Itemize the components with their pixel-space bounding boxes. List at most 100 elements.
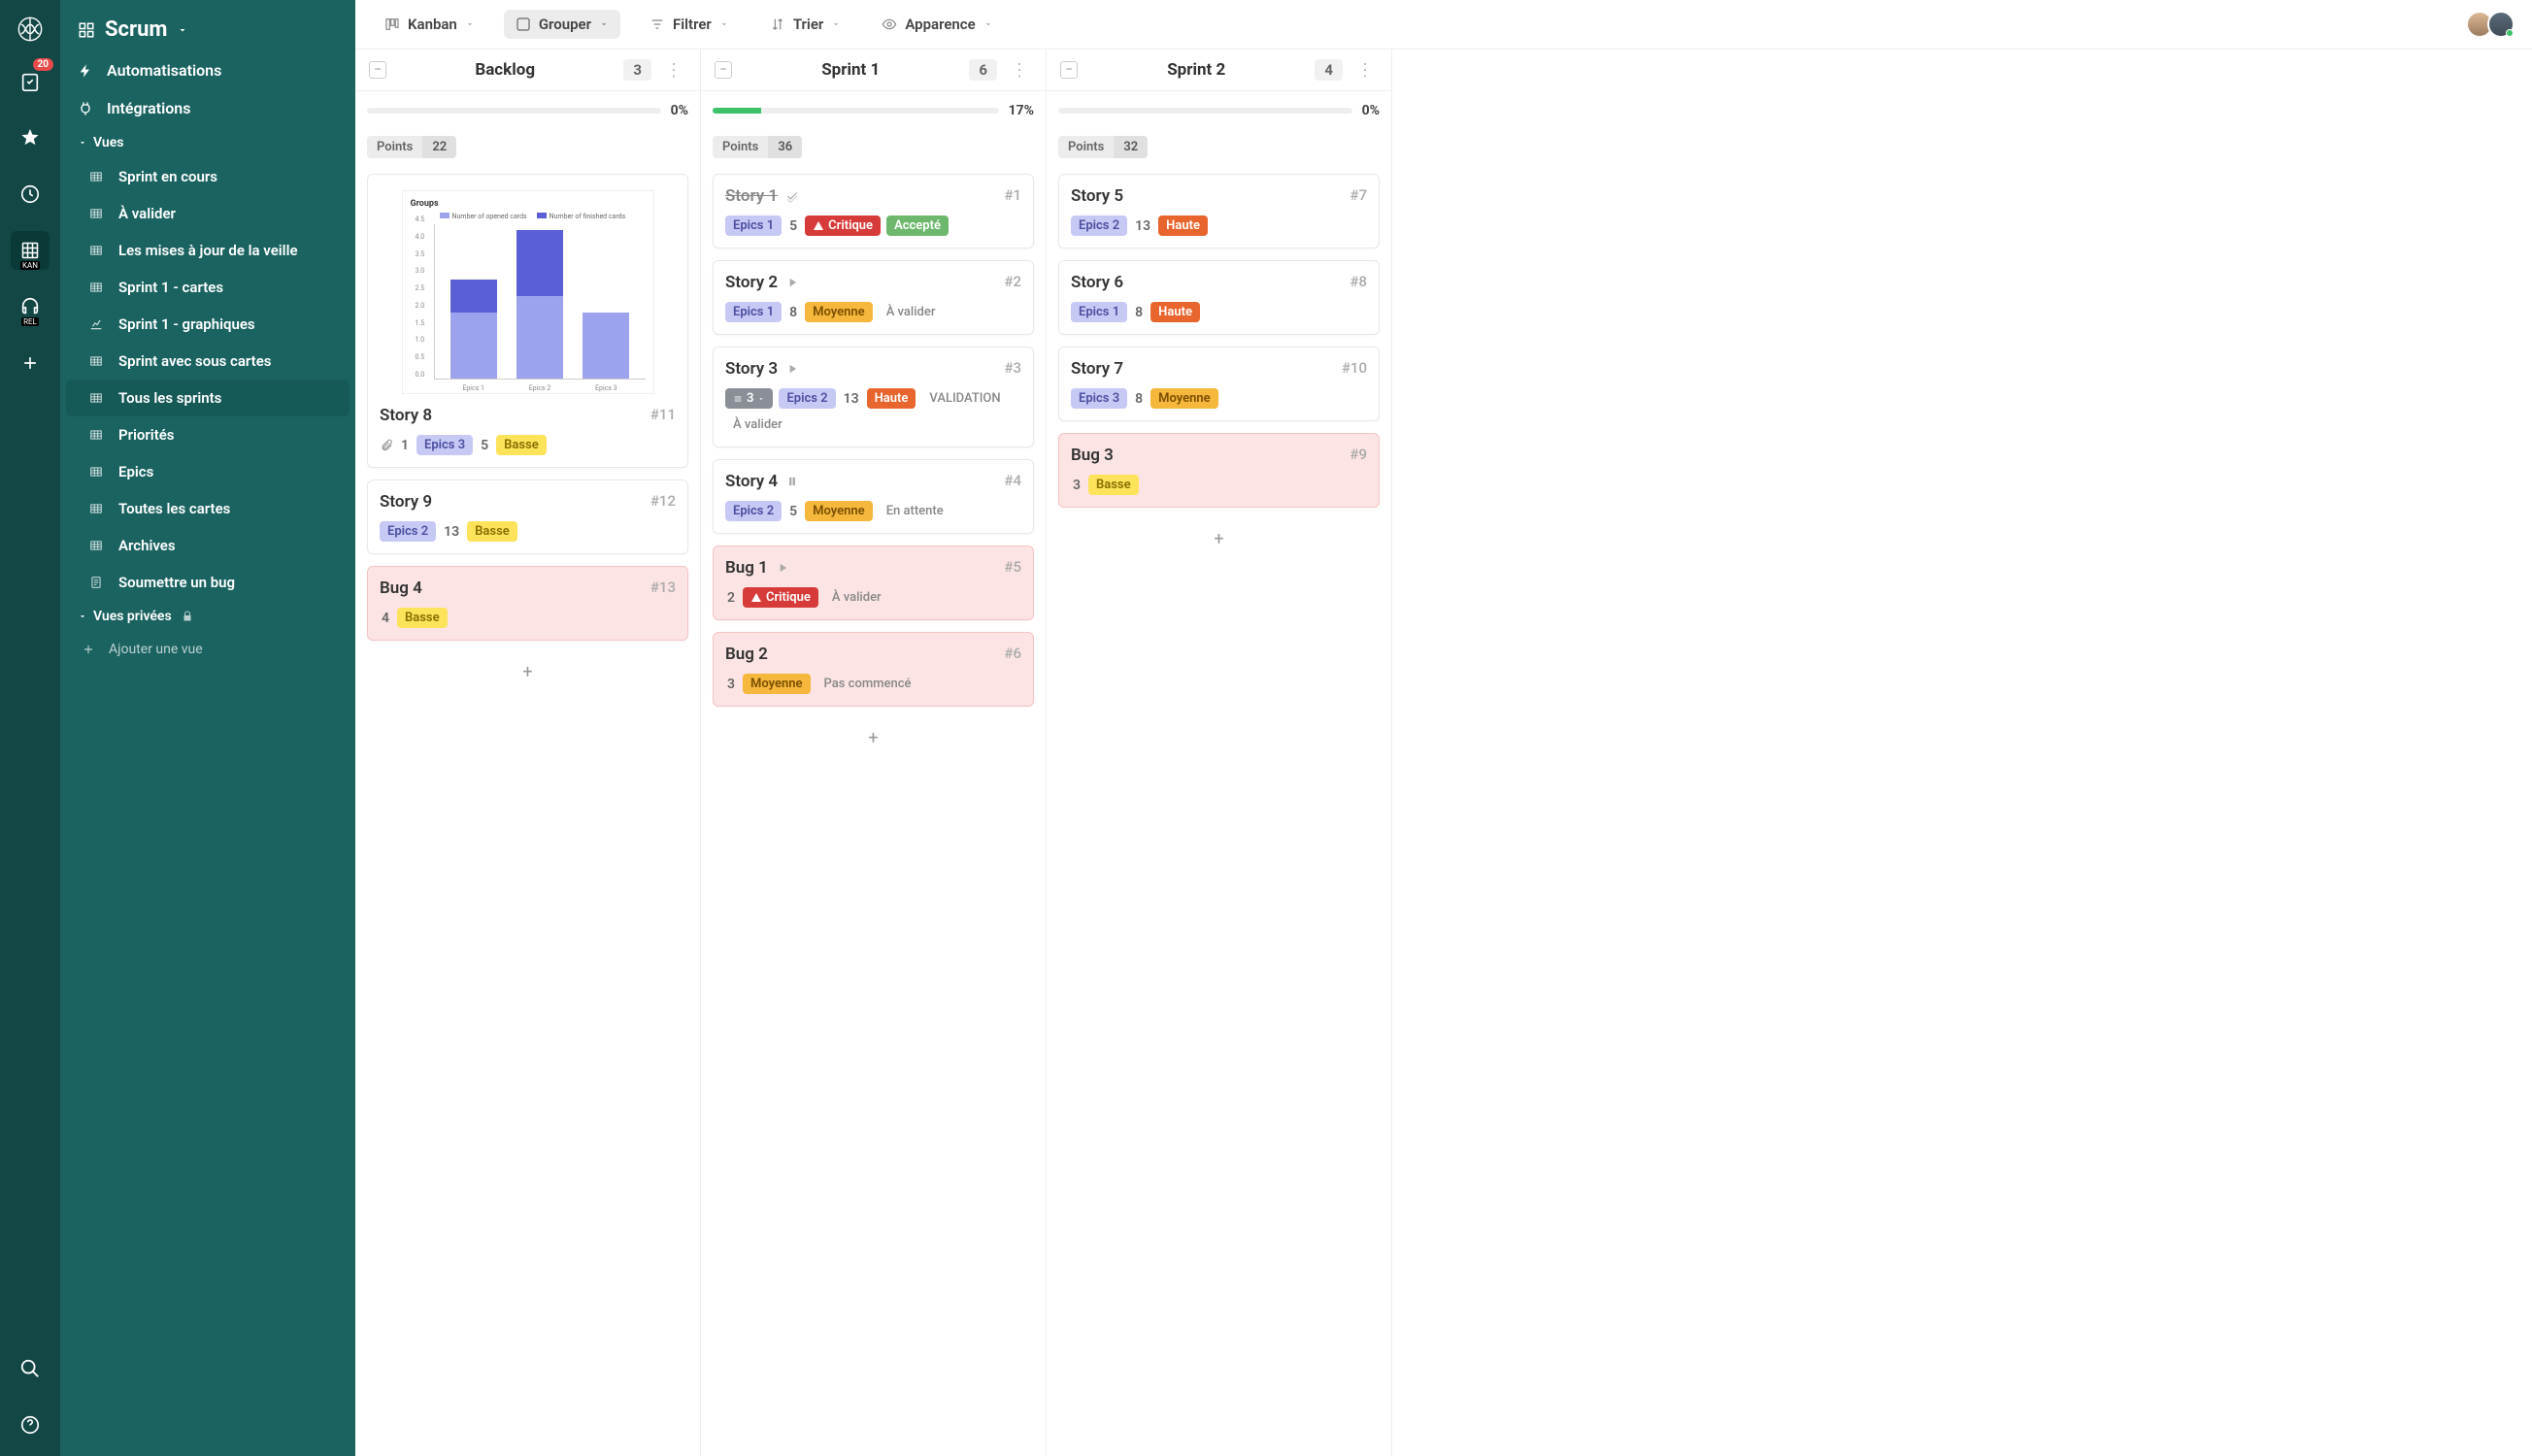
view-item[interactable]: Sprint avec sous cartes [66, 343, 350, 380]
kanban-column: −Backlog3⋮0%Points22GroupsNumber of open… [355, 50, 701, 1456]
card-points: 5 [787, 504, 799, 519]
kanban-card[interactable]: Story 5 #7Epics 213Haute [1058, 174, 1380, 248]
kanban-card[interactable]: Story 9 #12Epics 213Basse [367, 480, 688, 554]
priority-tag[interactable]: Critique [805, 215, 881, 236]
card-number: #3 [1004, 359, 1021, 377]
tb-sort[interactable]: Trier [758, 10, 852, 39]
card-title: Story 7 [1071, 359, 1123, 379]
priority-tag[interactable]: Basse [397, 608, 448, 628]
view-item[interactable]: Les mises à jour de la veille [66, 232, 350, 269]
add-card-button[interactable]: + [713, 718, 1034, 758]
priority-tag[interactable]: Haute [867, 388, 916, 409]
rail-add[interactable] [11, 344, 50, 382]
kanban-card[interactable]: Bug 1 #52CritiqueÀ valider [713, 546, 1034, 620]
kanban-card[interactable]: Story 1 #1Epics 15CritiqueAccepté [713, 174, 1034, 248]
rail-support[interactable]: REL [11, 287, 50, 326]
status-tag[interactable]: En attente [879, 501, 951, 521]
priority-tag[interactable]: Moyenne [805, 501, 873, 521]
sidebar-integrations[interactable]: Intégrations [60, 89, 355, 127]
priority-tag[interactable]: Critique [743, 587, 818, 608]
rail-search[interactable] [11, 1349, 50, 1388]
rail-recent[interactable] [11, 175, 50, 214]
view-item[interactable]: Sprint 1 - graphiques [66, 306, 350, 343]
kanban-column: −Sprint 24⋮0%Points32Story 5 #7Epics 213… [1047, 50, 1392, 1456]
sidebar-views-group[interactable]: Vues [60, 127, 355, 158]
epic-tag[interactable]: Epics 3 [1071, 388, 1127, 409]
toolbar: Kanban Grouper Filtrer Trier Apparence [355, 0, 2532, 50]
status-tag[interactable]: À valider [824, 587, 889, 608]
view-item[interactable]: Soumettre un bug [66, 564, 350, 601]
rail-inbox[interactable]: 20 [11, 62, 50, 101]
add-view[interactable]: Ajouter une vue [60, 632, 355, 667]
subtasks-tag[interactable]: 3 [725, 388, 773, 409]
status-tag[interactable]: Accepté [886, 215, 949, 236]
view-item[interactable]: Toutes les cartes [66, 490, 350, 527]
view-item[interactable]: Priorités [66, 416, 350, 453]
kanban-card[interactable]: Story 4 #4Epics 25MoyenneEn attente [713, 459, 1034, 534]
rail-favorites[interactable] [11, 118, 50, 157]
kanban-card[interactable]: Story 2 #2Epics 18MoyenneÀ valider [713, 260, 1034, 335]
status-tag[interactable]: À valider [879, 302, 944, 322]
column-menu[interactable]: ⋮ [1007, 60, 1032, 81]
card-points: 8 [787, 305, 799, 320]
kanban-card[interactable]: Story 3 #33 Epics 213HauteVALIDATIONÀ va… [713, 347, 1034, 447]
epic-tag[interactable]: Epics 2 [725, 501, 782, 521]
play-icon [785, 362, 799, 376]
status-tag[interactable]: VALIDATION [921, 388, 1008, 409]
kanban-card[interactable]: Story 7 #10Epics 38Moyenne [1058, 347, 1380, 421]
collapse-button[interactable]: − [715, 61, 732, 79]
collapse-button[interactable]: − [369, 61, 386, 79]
kanban-card[interactable]: Bug 2 #63MoyennePas commencé [713, 632, 1034, 707]
presence-avatars[interactable] [2472, 11, 2515, 38]
priority-tag[interactable]: Basse [1088, 475, 1139, 495]
sidebar-private-views-group[interactable]: Vues privées [60, 601, 355, 632]
check-icon [785, 189, 799, 203]
board-title[interactable]: Scrum [60, 8, 355, 51]
epic-tag[interactable]: Epics 1 [725, 215, 782, 236]
card-points: 2 [725, 590, 737, 606]
tb-kanban[interactable]: Kanban [373, 10, 486, 39]
priority-tag[interactable]: Haute [1158, 215, 1208, 236]
rail-help[interactable] [11, 1406, 50, 1444]
tb-filter[interactable]: Filtrer [638, 10, 741, 39]
view-item[interactable]: À valider [66, 195, 350, 232]
epic-tag[interactable]: Epics 3 [416, 435, 473, 455]
priority-tag[interactable]: Basse [467, 521, 517, 542]
status-tag[interactable]: À valider [725, 414, 790, 435]
view-item[interactable]: Archives [66, 527, 350, 564]
rail-kanban[interactable]: KAN [11, 231, 50, 270]
kanban-card[interactable]: GroupsNumber of opened cardsNumber of fi… [367, 174, 688, 468]
column-menu[interactable]: ⋮ [1352, 60, 1378, 81]
card-points: 4 [380, 611, 391, 626]
card-title: Story 8 [380, 406, 432, 425]
collapse-button[interactable]: − [1060, 61, 1078, 79]
add-card-button[interactable]: + [367, 652, 688, 692]
column-menu[interactable]: ⋮ [661, 60, 686, 81]
epic-tag[interactable]: Epics 1 [725, 302, 782, 322]
epic-tag[interactable]: Epics 1 [1071, 302, 1127, 322]
epic-tag[interactable]: Epics 2 [380, 521, 436, 542]
tb-group[interactable]: Grouper [504, 10, 620, 39]
view-item[interactable]: Sprint en cours [66, 158, 350, 195]
priority-tag[interactable]: Haute [1150, 302, 1200, 322]
priority-tag[interactable]: Moyenne [1150, 388, 1218, 409]
priority-tag[interactable]: Basse [496, 435, 547, 455]
view-item[interactable]: Tous les sprints [66, 380, 350, 416]
sidebar-automations[interactable]: Automatisations [60, 51, 355, 89]
epic-tag[interactable]: Epics 2 [779, 388, 835, 409]
epic-tag[interactable]: Epics 2 [1071, 215, 1127, 236]
card-number: #2 [1004, 273, 1021, 290]
view-item[interactable]: Epics [66, 453, 350, 490]
priority-tag[interactable]: Moyenne [805, 302, 873, 322]
kanban-card[interactable]: Bug 4 #134Basse [367, 566, 688, 641]
kanban-card[interactable]: Story 6 #8Epics 18Haute [1058, 260, 1380, 335]
tb-appearance[interactable]: Apparence [870, 10, 1004, 39]
kanban-card[interactable]: Bug 3 #93Basse [1058, 433, 1380, 508]
add-card-button[interactable]: + [1058, 519, 1380, 559]
view-item[interactable]: Sprint 1 - cartes [66, 269, 350, 306]
card-number: #10 [1342, 359, 1367, 377]
progress-label: 0% [671, 103, 688, 118]
status-tag[interactable]: Pas commencé [816, 674, 919, 694]
app-logo[interactable] [15, 14, 46, 45]
priority-tag[interactable]: Moyenne [743, 674, 811, 694]
